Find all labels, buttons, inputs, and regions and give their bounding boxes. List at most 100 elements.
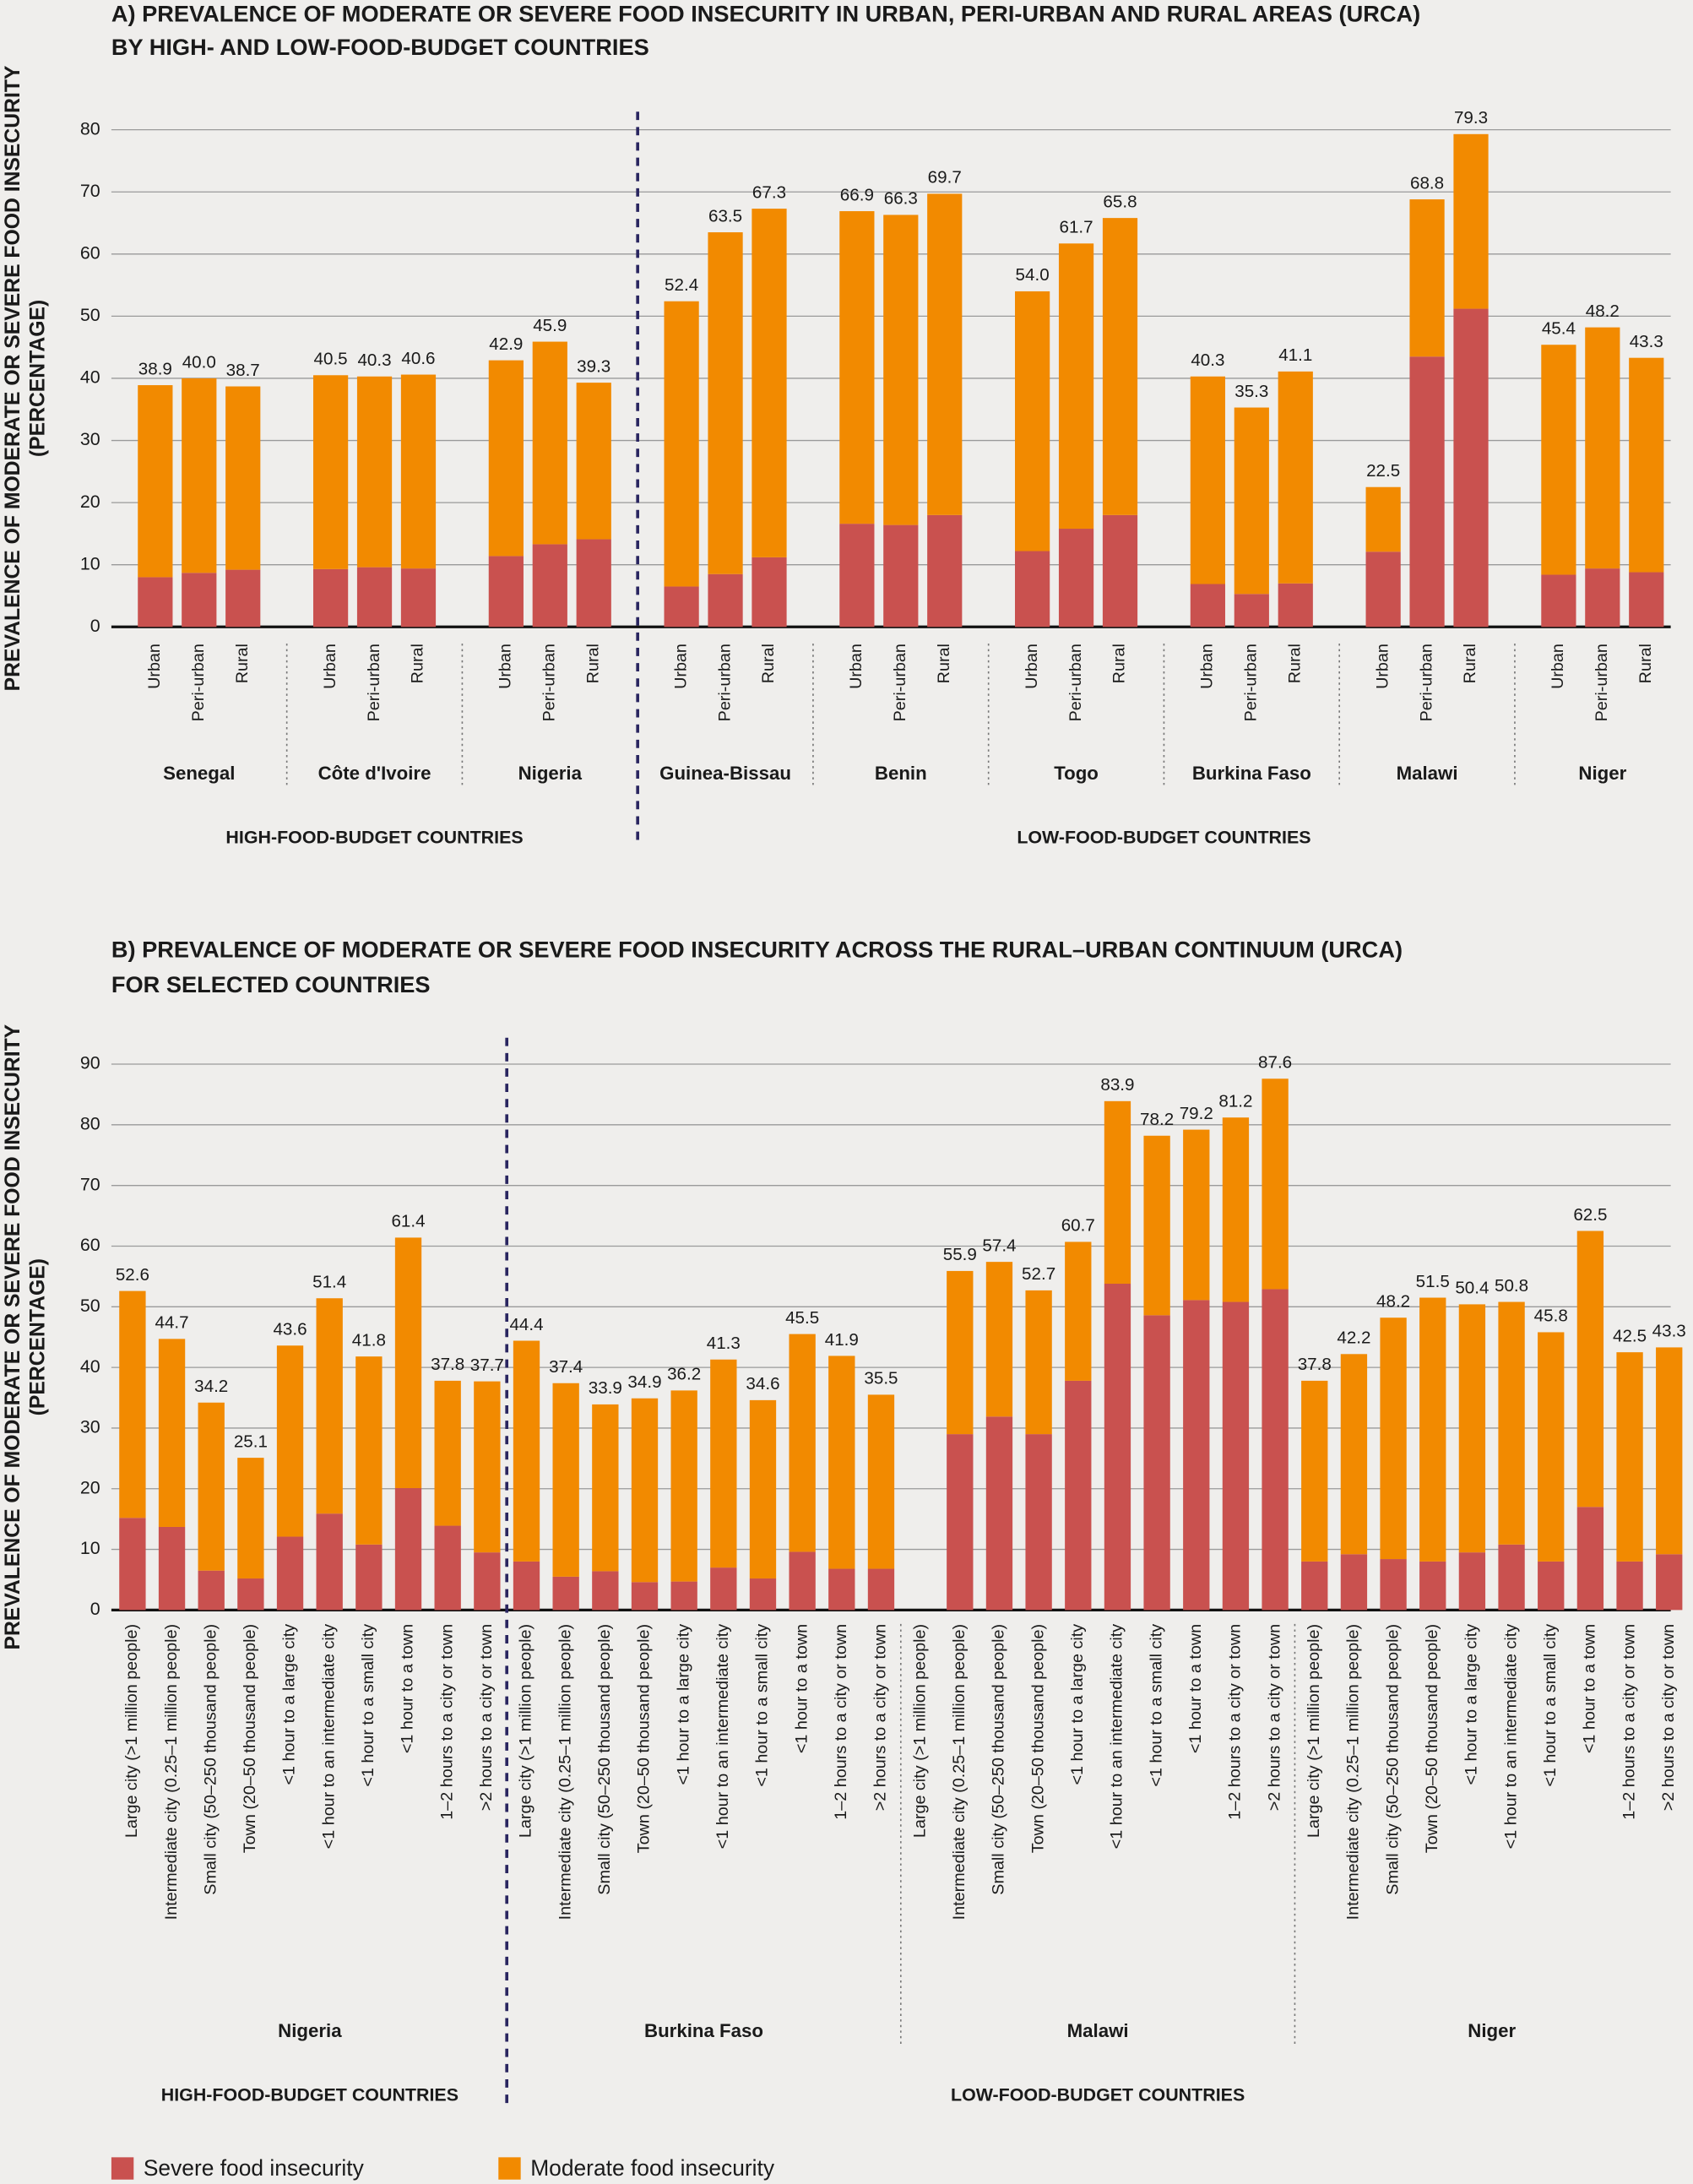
total-label: 42.5 (1613, 1326, 1647, 1345)
bar-segment (1629, 572, 1664, 627)
total-label: 83.9 (1100, 1075, 1134, 1095)
total-label: 41.1 (1278, 345, 1312, 365)
x-tick-label: Intermediate city (0.25–1 million people… (950, 1624, 969, 1920)
chart-title: FOR SELECTED COUNTRIES (111, 971, 431, 997)
bar-segment (710, 1567, 737, 1611)
x-tick-label: Peri-urban (1242, 644, 1261, 721)
bar-segment (710, 1359, 737, 1568)
bar-segment (708, 573, 743, 627)
total-label: 45.9 (533, 316, 567, 335)
x-tick-label: Rural (1110, 644, 1129, 683)
bar-segment (119, 1518, 146, 1611)
bar-segment (276, 1345, 304, 1537)
bar-segment (883, 524, 919, 627)
bar-segment (828, 1355, 855, 1569)
x-tick-label: <1 hour to a small city (1541, 1624, 1560, 1787)
bar-segment (1453, 308, 1489, 627)
x-tick-label: Large city (>1 million people) (517, 1624, 535, 1838)
total-label: 40.6 (401, 349, 435, 368)
bar-segment (316, 1298, 343, 1514)
total-label: 79.2 (1180, 1104, 1213, 1123)
bar-segment (927, 193, 963, 515)
bar-segment (355, 1356, 383, 1545)
total-label: 35.3 (1234, 382, 1268, 401)
bar-segment (985, 1262, 1013, 1417)
bar-segment (1419, 1561, 1446, 1611)
x-tick-label: <1 hour to an intermediate city (1108, 1624, 1126, 1850)
total-label: 61.4 (391, 1212, 425, 1231)
y-tick-label: 80 (80, 1113, 100, 1133)
bar-segment (1616, 1352, 1643, 1562)
bar-segment (158, 1339, 186, 1527)
x-tick-label: Peri-urban (891, 644, 909, 721)
bar-segment (1190, 584, 1225, 627)
bar-segment (1065, 1241, 1092, 1381)
x-tick-label: <1 hour to a large city (674, 1624, 692, 1785)
x-tick-label: 1–2 hours to a city or town (1226, 1624, 1245, 1820)
bar-segment (1025, 1434, 1052, 1611)
bar-segment (1222, 1301, 1250, 1611)
x-tick-label: >2 hours to a city or town (1659, 1624, 1678, 1811)
bar-segment (532, 341, 567, 545)
bar-segment (664, 586, 699, 627)
total-label: 35.5 (864, 1369, 898, 1388)
bar-segment (1453, 133, 1489, 309)
total-label: 41.8 (352, 1330, 386, 1350)
total-label: 34.9 (627, 1372, 661, 1392)
total-label: 45.5 (785, 1308, 819, 1328)
x-tick-label: Urban (847, 644, 865, 689)
bar-segment (576, 383, 611, 540)
total-label: 45.8 (1534, 1307, 1568, 1326)
x-tick-label: <1 hour to a small city (1147, 1624, 1165, 1787)
x-tick-label: Rural (935, 644, 953, 683)
total-label: 48.2 (1376, 1292, 1410, 1312)
total-label: 62.5 (1573, 1205, 1607, 1225)
bar-segment (749, 1399, 777, 1579)
bar-segment (1025, 1290, 1052, 1435)
x-tick-label: Urban (671, 644, 690, 689)
chart-title: A) PREVALENCE OF MODERATE OR SEVERE FOOD… (111, 1, 1420, 27)
x-tick-label: <1 hour to a town (399, 1624, 417, 1753)
x-tick-label: <1 hour to an intermediate city (319, 1624, 338, 1850)
bar-segment (198, 1570, 225, 1611)
x-tick-label: Urban (1373, 644, 1392, 689)
bar-segment (631, 1398, 659, 1583)
x-tick-label: <1 hour to a small city (753, 1624, 772, 1787)
bar-segment (1458, 1552, 1486, 1611)
bar-segment (839, 211, 875, 524)
x-tick-label: Rural (1285, 644, 1304, 683)
x-tick-label: Small city (50–250 thousand people) (990, 1624, 1008, 1895)
y-tick-label: 20 (80, 1477, 100, 1497)
bar-segment (1585, 327, 1620, 569)
bar-segment (316, 1513, 343, 1611)
x-tick-label: <1 hour to an intermediate city (714, 1624, 732, 1850)
y-axis-label: (PERCENTAGE) (27, 1258, 50, 1415)
x-tick-label: <1 hour to a town (792, 1624, 811, 1753)
total-label: 43.3 (1652, 1322, 1686, 1341)
bar-segment (1301, 1380, 1328, 1562)
bar-segment (789, 1334, 816, 1552)
total-label: 44.4 (509, 1315, 543, 1334)
bar-segment (552, 1576, 579, 1611)
total-label: 54.0 (1016, 265, 1050, 285)
bar-segment (1190, 376, 1225, 584)
bar-segment (356, 376, 393, 568)
bar-segment (225, 569, 261, 627)
bar-segment (434, 1525, 461, 1611)
y-tick-label: 20 (80, 492, 100, 512)
total-label: 61.7 (1059, 218, 1093, 237)
bar-segment (474, 1381, 501, 1553)
bar-segment (752, 209, 787, 557)
bar-segment (1656, 1347, 1683, 1555)
x-tick-label: <1 hour to a large city (1068, 1624, 1087, 1785)
y-tick-label: 80 (80, 118, 100, 139)
bar-segment (1301, 1561, 1328, 1611)
bar-segment (488, 360, 524, 557)
bar-segment (1143, 1315, 1170, 1611)
bar-segment (1143, 1135, 1170, 1316)
bar-segment (1340, 1354, 1368, 1555)
total-label: 68.8 (1410, 173, 1444, 193)
bar-segment (1222, 1117, 1250, 1302)
x-tick-label: >2 hours to a city or town (477, 1624, 496, 1811)
